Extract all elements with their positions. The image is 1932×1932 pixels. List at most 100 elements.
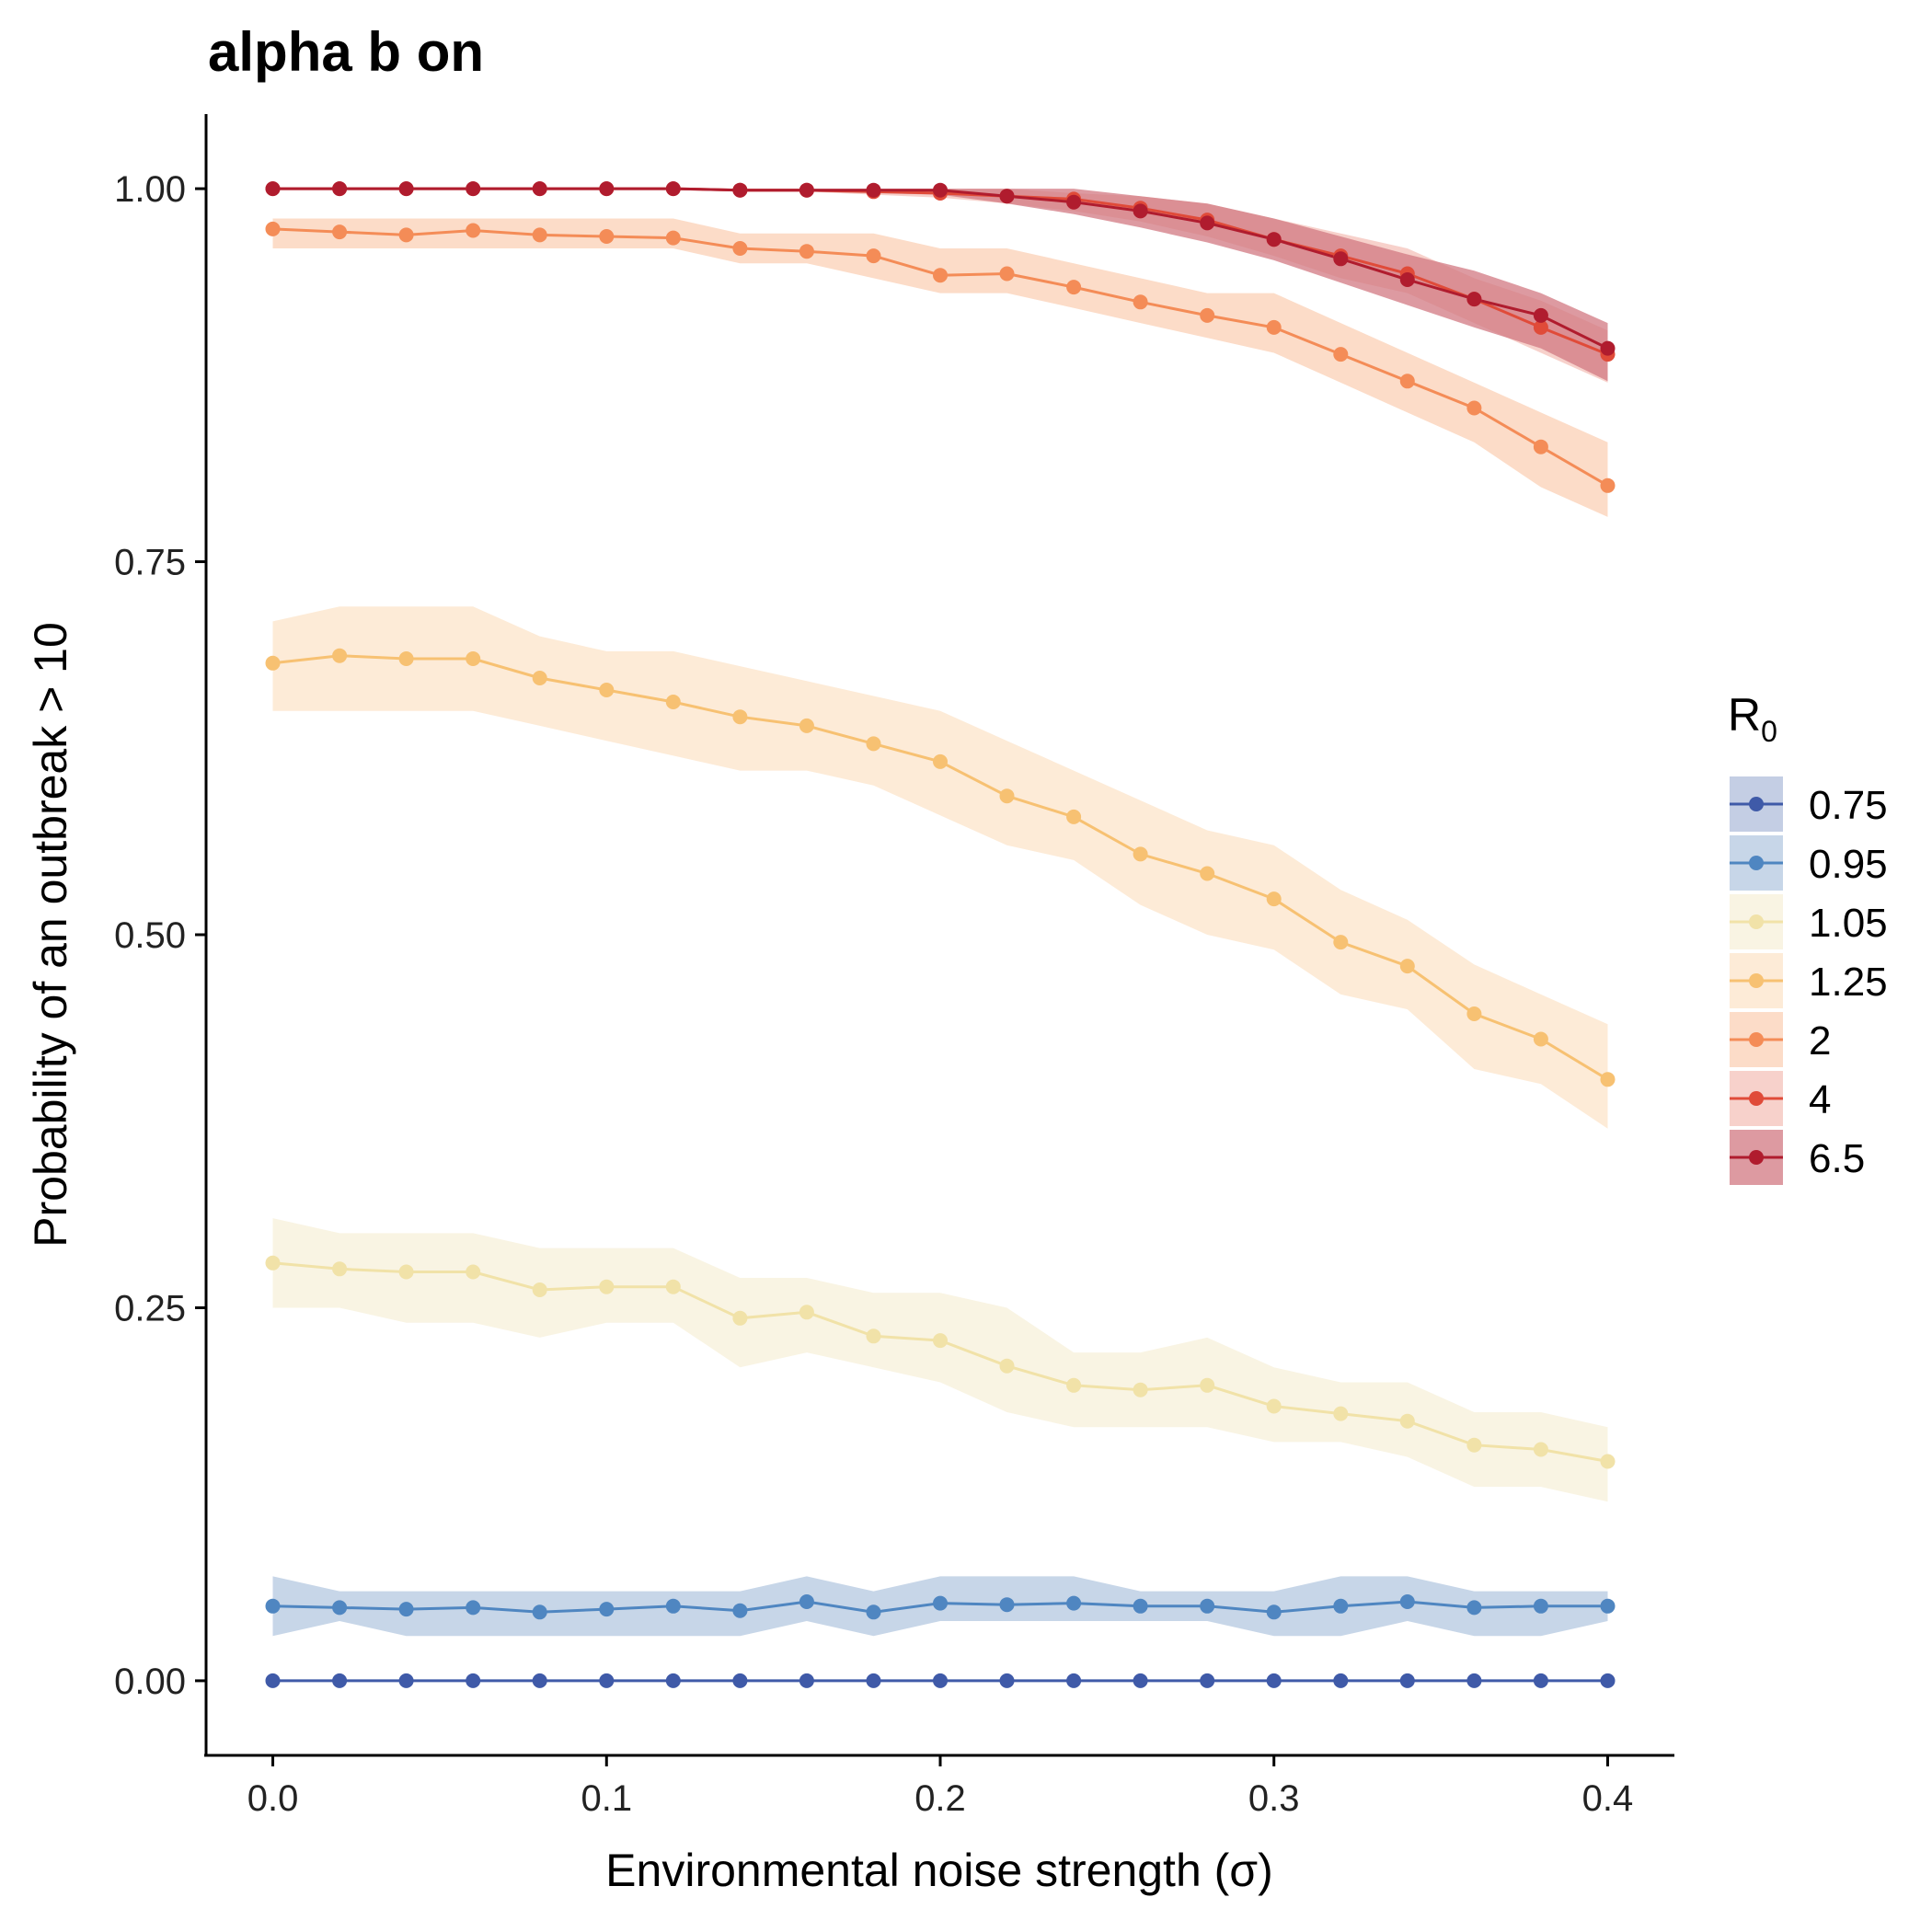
point-r0-0-75 <box>799 1673 814 1688</box>
legend-key-point <box>1749 973 1764 988</box>
point-r0-1-05 <box>1466 1437 1482 1453</box>
x-tick-label: 0.2 <box>914 1778 966 1819</box>
point-r0-6-5 <box>1333 251 1349 267</box>
point-r0-0-75 <box>1066 1673 1082 1688</box>
legend-title-subscript: 0 <box>1761 715 1777 748</box>
point-r0-0-75 <box>1600 1673 1616 1688</box>
legend-label: 4 <box>1809 1077 1831 1122</box>
point-r0-0-75 <box>999 1673 1015 1688</box>
point-r0-2 <box>398 227 414 243</box>
legend-label: 0.75 <box>1809 783 1888 828</box>
point-r0-6-5 <box>466 181 481 197</box>
y-tick-label: 0.50 <box>114 915 186 956</box>
point-r0-1-25 <box>799 718 814 733</box>
point-r0-0-95 <box>265 1598 281 1614</box>
point-r0-1-05 <box>1133 1382 1148 1397</box>
point-r0-1-25 <box>466 651 481 666</box>
point-r0-1-05 <box>1200 1377 1215 1393</box>
point-r0-0-75 <box>1399 1673 1415 1688</box>
point-r0-1-25 <box>398 651 414 666</box>
point-r0-0-95 <box>1200 1598 1215 1614</box>
point-r0-2 <box>1533 439 1548 454</box>
point-r0-0-75 <box>1333 1673 1349 1688</box>
point-r0-2 <box>1600 477 1616 493</box>
point-r0-2 <box>1200 307 1215 323</box>
point-r0-0-95 <box>1399 1594 1415 1609</box>
point-r0-1-05 <box>265 1255 281 1271</box>
y-tick-label: 1.00 <box>114 169 186 210</box>
point-r0-2 <box>665 230 681 246</box>
point-r0-1-25 <box>1533 1031 1548 1047</box>
point-r0-1-25 <box>665 695 681 709</box>
point-r0-6-5 <box>1533 307 1548 323</box>
point-r0-1-05 <box>866 1328 881 1344</box>
point-r0-0-75 <box>1133 1673 1148 1688</box>
point-r0-0-95 <box>398 1602 414 1617</box>
point-r0-0-75 <box>332 1673 348 1688</box>
legend-key-point <box>1749 856 1764 870</box>
point-r0-1-05 <box>398 1264 414 1280</box>
x-tick-label: 0.4 <box>1582 1778 1634 1819</box>
point-r0-0-95 <box>665 1598 681 1614</box>
legend-item-r0-1-25: 1.25 <box>1730 953 1888 1008</box>
legend-label: 1.25 <box>1809 960 1888 1005</box>
point-r0-0-95 <box>466 1600 481 1616</box>
point-r0-2 <box>265 221 281 236</box>
point-r0-1-25 <box>1466 1006 1482 1021</box>
y-tick-label: 0.00 <box>114 1662 186 1702</box>
legend-item-r0-0-75: 0.75 <box>1730 776 1888 832</box>
x-tick-label: 0.1 <box>581 1778 632 1819</box>
point-r0-1-25 <box>1200 866 1215 881</box>
point-r0-0-75 <box>1200 1673 1215 1688</box>
point-r0-1-05 <box>1066 1377 1082 1393</box>
point-r0-4 <box>1533 319 1548 335</box>
point-r0-6-5 <box>532 181 547 197</box>
point-r0-1-05 <box>1266 1398 1282 1414</box>
point-r0-1-25 <box>1600 1072 1616 1087</box>
legend-key-point <box>1749 797 1764 811</box>
legend-item-r0-1-05: 1.05 <box>1730 894 1888 949</box>
point-r0-6-5 <box>799 182 814 198</box>
point-r0-1-25 <box>1266 891 1282 907</box>
point-r0-0-95 <box>1600 1598 1616 1614</box>
point-r0-1-05 <box>1533 1442 1548 1457</box>
y-axis-title: Probability of an outbreak > 10 <box>25 622 76 1248</box>
point-r0-0-95 <box>599 1602 615 1617</box>
point-r0-0-95 <box>866 1604 881 1620</box>
point-r0-2 <box>1399 374 1415 389</box>
x-tick-label: 0.0 <box>247 1778 299 1819</box>
legend-label: 2 <box>1809 1018 1831 1064</box>
point-r0-0-75 <box>398 1673 414 1688</box>
legend-item-r0-4: 4 <box>1730 1071 1831 1126</box>
point-r0-2 <box>599 229 615 244</box>
x-axis-ticks: 0.0 0.1 0.2 0.3 0.4 <box>247 1755 1634 1819</box>
point-r0-0-95 <box>1466 1600 1482 1616</box>
point-r0-1-25 <box>599 683 615 697</box>
point-r0-1-05 <box>1399 1413 1415 1429</box>
point-r0-1-05 <box>599 1279 615 1294</box>
point-r0-0-75 <box>466 1673 481 1688</box>
legend-label: 6.5 <box>1809 1136 1865 1181</box>
legend-item-r0-2: 2 <box>1730 1012 1831 1067</box>
point-r0-1-25 <box>933 753 948 769</box>
point-r0-1-25 <box>532 671 547 685</box>
point-r0-2 <box>999 266 1015 282</box>
point-r0-0-95 <box>933 1595 948 1611</box>
point-r0-6-5 <box>1200 215 1215 231</box>
point-r0-1-25 <box>732 709 748 725</box>
axes <box>204 114 1674 1757</box>
point-r0-0-75 <box>1266 1673 1282 1688</box>
point-r0-0-95 <box>1066 1595 1082 1611</box>
point-r0-0-95 <box>999 1597 1015 1613</box>
point-r0-1-25 <box>332 648 348 663</box>
point-r0-0-95 <box>332 1600 348 1616</box>
point-r0-2 <box>1133 294 1148 310</box>
legend-label: 0.95 <box>1809 842 1888 887</box>
point-r0-1-05 <box>799 1305 814 1320</box>
point-r0-0-75 <box>933 1673 948 1688</box>
point-r0-6-5 <box>665 181 681 197</box>
confidence-bands <box>272 189 1608 1637</box>
point-r0-6-5 <box>398 181 414 197</box>
point-r0-0-75 <box>1466 1673 1482 1688</box>
